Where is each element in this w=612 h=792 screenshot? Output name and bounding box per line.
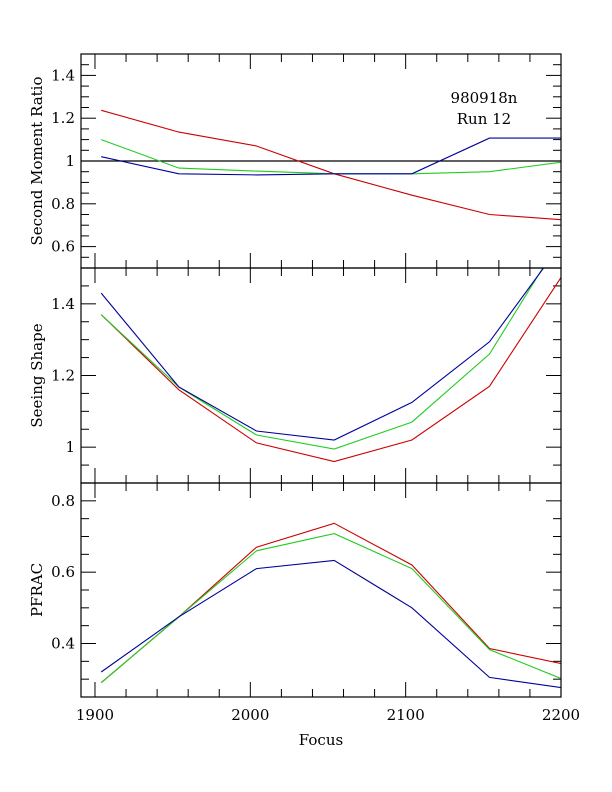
series-line-blue: [101, 137, 561, 176]
y-tick-label: 0.8: [51, 195, 75, 213]
y-tick-label: 1: [65, 438, 75, 456]
series-line-red: [100, 276, 561, 463]
y-tick-label: 1.2: [51, 109, 75, 127]
x-tick-label: 1900: [76, 706, 114, 724]
series-line-green: [100, 268, 544, 450]
series-line-blue: [100, 559, 561, 689]
y-tick-label: 0.6: [51, 238, 75, 256]
panel-frame: [80, 482, 562, 698]
y-axis-title: Seeing Shape: [28, 323, 46, 427]
y-tick-label: 0.4: [51, 635, 75, 653]
y-axis-title: Second Moment Ratio: [28, 77, 46, 246]
y-axis-title: PFRAC: [28, 563, 46, 617]
series-line-red: [100, 522, 561, 684]
series-line-green: [100, 533, 561, 684]
y-tick-label: 1.4: [51, 295, 75, 313]
series-line-green: [101, 139, 561, 175]
series-group: [101, 109, 561, 221]
x-tick-label: 2200: [542, 706, 580, 724]
y-tick-label: 1.2: [51, 367, 75, 385]
y-tick-label: 1: [65, 152, 75, 170]
x-axis-title: Focus: [299, 731, 343, 749]
series-group: [100, 522, 561, 689]
x-tick-label: 2000: [231, 706, 269, 724]
panel-2: 1 1.2 1.4 Seeing Shape: [28, 267, 562, 484]
panel-frame: [80, 267, 562, 484]
annotation-text: 980918n: [451, 89, 518, 107]
series-group: [100, 268, 561, 463]
annotation-text: Run 12: [457, 110, 511, 128]
x-tick-label: 2100: [387, 706, 425, 724]
y-tick-label: 1.4: [51, 66, 75, 84]
y-tick-label: 0.6: [51, 563, 75, 581]
series-line-blue: [100, 268, 545, 441]
panel-3: 0.4 0.6 0.8 PFRAC 1900 2000 2100 2200 Focus: [28, 482, 580, 749]
y-tick-label: 0.8: [51, 492, 75, 510]
panel-1: 0.6 0.8 1 1.2 1.4 Second Moment Ratio 980918n R…: [28, 53, 562, 269]
